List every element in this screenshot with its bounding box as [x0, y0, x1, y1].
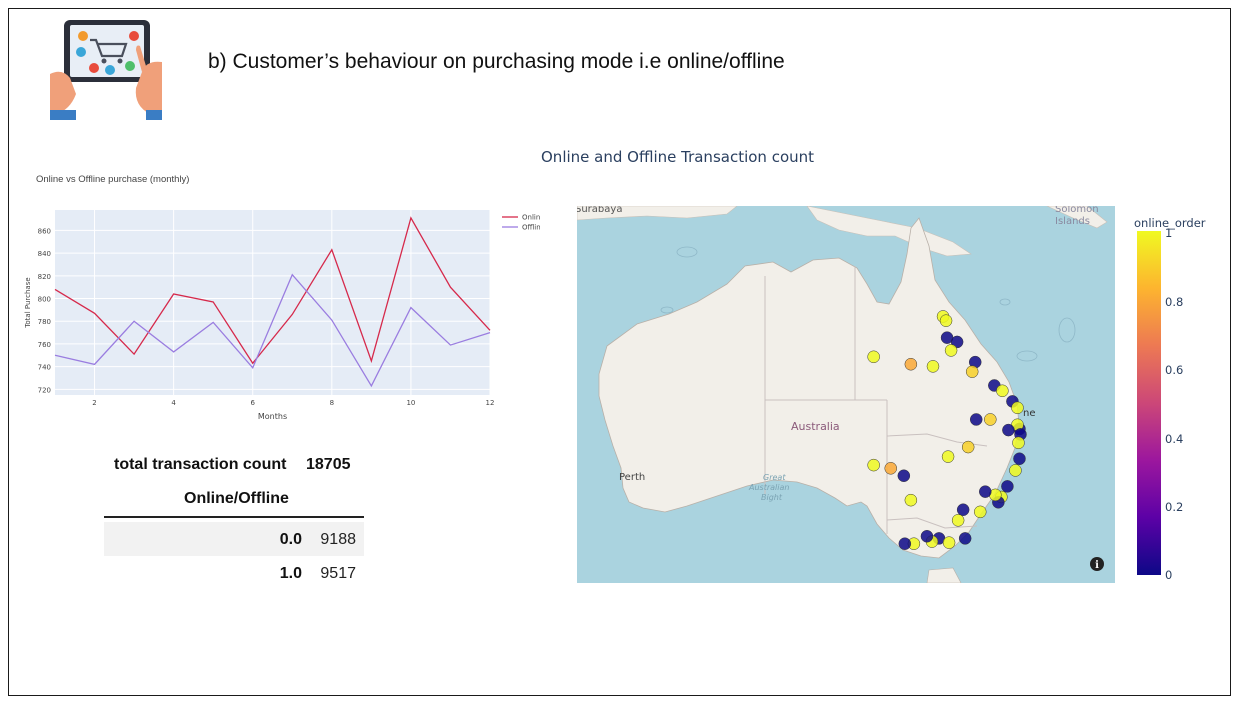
map-title: Online and Offline Transaction count — [541, 148, 815, 166]
x-tick-label: 6 — [250, 399, 255, 407]
label-brisbane-fragment: ne — [1023, 408, 1036, 419]
label-islands: Islands — [1055, 216, 1090, 227]
map-point — [884, 462, 897, 475]
info-icon: i — [1095, 560, 1099, 571]
map-point — [942, 536, 956, 549]
line-chart-title: Online vs Offline purchase (monthly) — [36, 174, 190, 185]
map-point — [941, 450, 955, 463]
map-point — [1012, 436, 1025, 450]
x-tick-label: 4 — [171, 399, 176, 407]
map-point — [1011, 401, 1024, 415]
map-point — [1013, 452, 1026, 465]
total-count-label: total transaction count — [114, 456, 287, 473]
colorbar-tick: 1 — [1165, 226, 1173, 240]
map-point — [1002, 423, 1015, 437]
map-point — [956, 503, 970, 516]
colorbar — [1137, 231, 1161, 575]
y-tick-label: 800 — [38, 296, 51, 304]
indonesia — [577, 206, 738, 221]
map-point — [944, 344, 958, 357]
label-solomon: Solomon — [1055, 206, 1099, 215]
map-point — [1001, 480, 1014, 493]
map-point — [979, 485, 992, 498]
label-perth: Perth — [619, 472, 645, 483]
label-bight-3: Bight — [761, 493, 783, 502]
row-value: 9517 — [320, 565, 356, 582]
australia-map: Surabaya Solomon Islands Australia Perth… — [577, 206, 1115, 583]
colorbar-tick: 0 — [1165, 568, 1173, 582]
map-point — [996, 384, 1009, 398]
y-tick-label: 760 — [38, 341, 51, 349]
cart-icon — [90, 38, 128, 64]
map-point — [926, 360, 940, 373]
australia-landmass — [598, 217, 1020, 559]
map-point — [973, 505, 987, 519]
series-line-online — [54, 216, 491, 365]
y-tick-label: 840 — [38, 250, 51, 258]
y-tick-label: 780 — [38, 318, 51, 326]
colorbar-tick: 0.4 — [1165, 432, 1184, 446]
row-key: 1.0 — [279, 565, 302, 582]
label-bight-1: Great — [763, 473, 786, 482]
map-point — [939, 314, 953, 327]
x-tick-label: 10 — [406, 399, 415, 407]
line-chart: 720 740 760 780 800 820 840 860 2 4 6 8 10 12 Months To… — [24, 210, 540, 421]
header-divider — [104, 516, 364, 518]
series-line-offline — [54, 273, 491, 388]
y-tick-label: 820 — [38, 273, 51, 281]
colorbar-title: online_order — [1134, 216, 1206, 230]
plot-area — [55, 210, 490, 395]
map-point — [904, 493, 918, 507]
map-point — [1009, 464, 1022, 477]
info-button[interactable]: i — [1090, 557, 1104, 571]
table-row: 1.0 9517 — [104, 556, 364, 590]
tablet-shopping-illustration — [50, 20, 162, 120]
ocean-islands — [660, 246, 1076, 362]
x-axis-label: Months — [258, 412, 287, 421]
map-point — [958, 532, 972, 545]
total-count-value: 18705 — [306, 456, 351, 473]
map-point — [920, 530, 934, 543]
x-tick-label: 8 — [330, 399, 334, 407]
map-point — [951, 514, 965, 527]
tasmania — [926, 567, 962, 583]
y-axis-label: Total Purchase — [24, 277, 32, 328]
map-point — [969, 413, 983, 426]
solomon-islands — [1046, 206, 1108, 229]
label-australia: Australia — [791, 420, 840, 433]
row-value: 9188 — [320, 531, 356, 548]
y-tick-label: 740 — [38, 364, 51, 372]
new-guinea — [806, 206, 972, 257]
label-surabaya: Surabaya — [577, 206, 622, 215]
online-offline-header: Online/Offline — [184, 490, 289, 507]
map-point — [984, 413, 997, 426]
legend-label: Online — [522, 214, 540, 222]
map-point — [965, 365, 979, 378]
map-point — [950, 335, 964, 349]
colorbar-tick: 0.6 — [1165, 363, 1184, 377]
map-point — [904, 357, 918, 371]
map-point — [867, 350, 880, 364]
map-points — [867, 310, 1027, 550]
map-point — [898, 537, 912, 550]
row-key: 0.0 — [279, 531, 302, 548]
y-tick-label: 720 — [38, 386, 51, 394]
slide-title: b) Customer’s behaviour on purchasing mo… — [208, 50, 785, 73]
label-bight-2: Australian — [748, 483, 789, 492]
legend-label: Offline — [522, 224, 540, 232]
table-row: 0.0 9188 — [104, 522, 364, 556]
map-point — [897, 469, 911, 482]
colorbar-tick: 0.2 — [1165, 500, 1184, 514]
x-tick-label: 2 — [92, 399, 96, 407]
y-tick-label: 860 — [38, 227, 51, 235]
map-point — [961, 440, 975, 454]
colorbar-tick: 0.8 — [1165, 295, 1184, 309]
map-point — [867, 458, 880, 472]
x-tick-label: 12 — [486, 399, 495, 407]
